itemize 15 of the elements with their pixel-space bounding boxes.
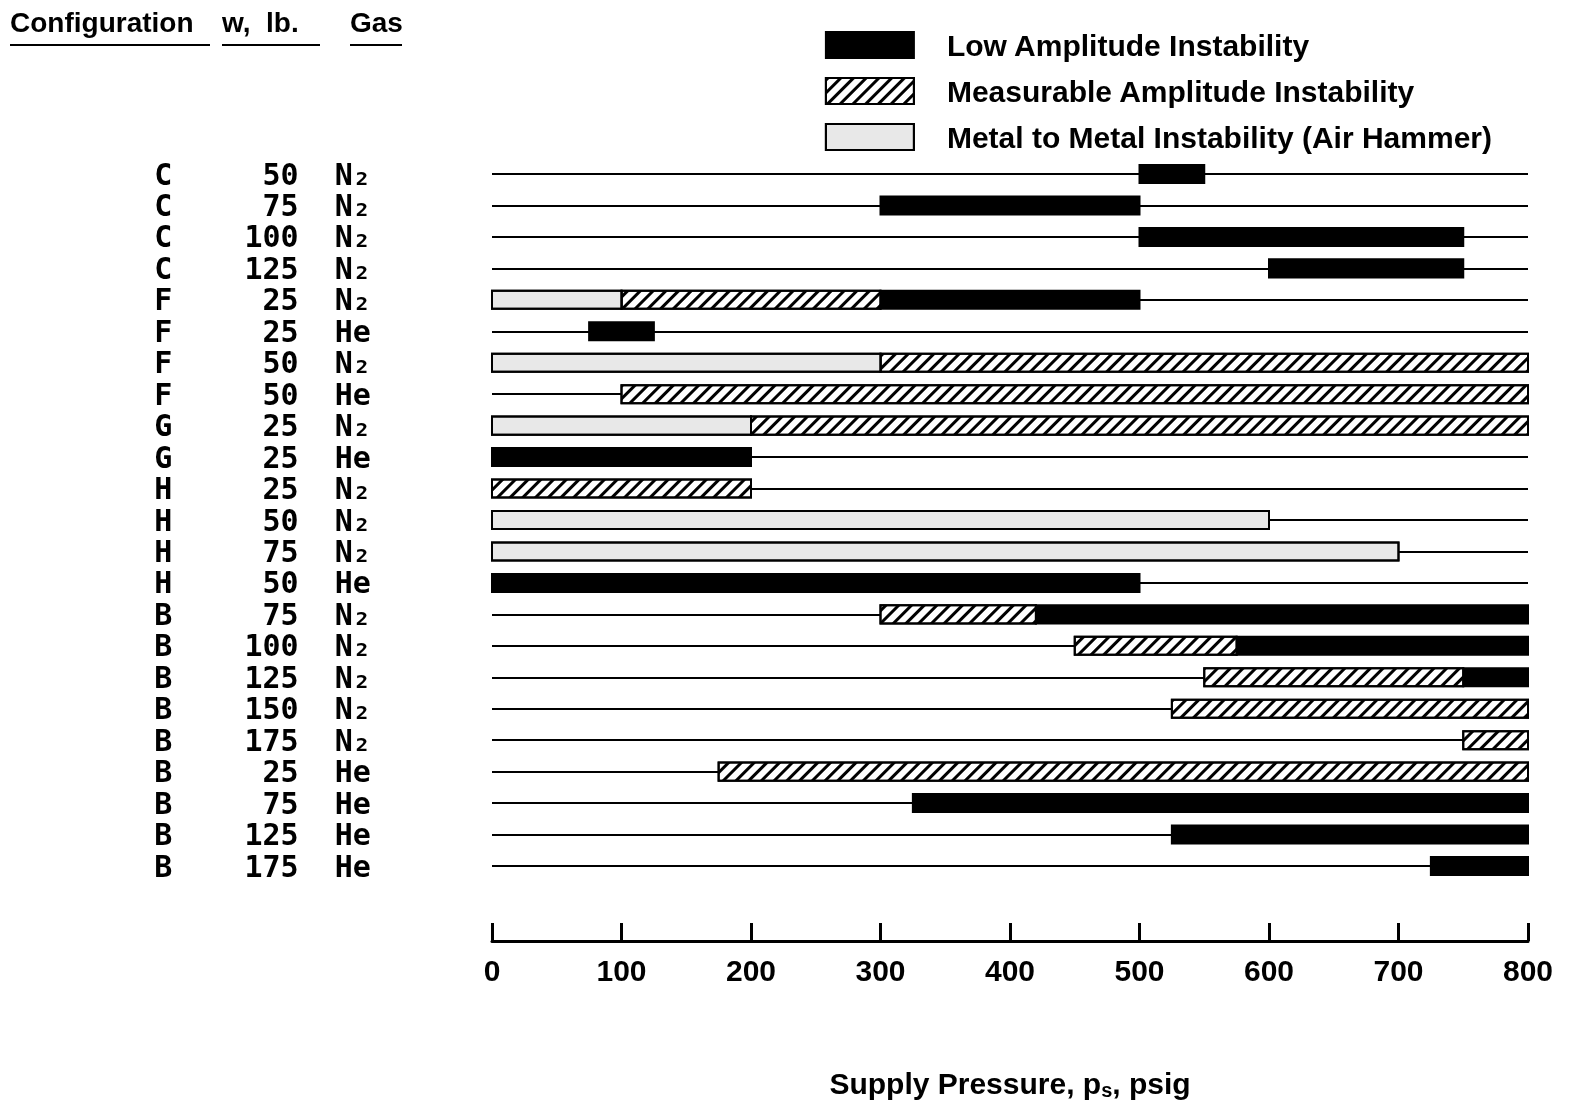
text: w, lb.	[221, 6, 299, 38]
x-tick-label: 200	[725, 953, 777, 987]
x-tick-label: 0	[483, 953, 501, 987]
x-tick-label: 400	[984, 953, 1036, 987]
x-tick-label: 500	[1114, 953, 1165, 987]
x-tick-label: 800	[1502, 953, 1554, 987]
x-tick-label: 100	[596, 953, 647, 987]
text: Configuration	[10, 6, 194, 38]
text: Gas	[350, 6, 403, 38]
x-tick-label: 300	[855, 953, 906, 987]
legend-label: Metal to Metal Instability (Air Hammer)	[946, 120, 1493, 154]
legend-label: Low Amplitude Instability	[946, 28, 1310, 62]
x-tick-label: 700	[1373, 953, 1424, 987]
legend-label: Measurable Amplitude Instability	[946, 74, 1415, 108]
x-tick-label: 600	[1243, 953, 1295, 987]
